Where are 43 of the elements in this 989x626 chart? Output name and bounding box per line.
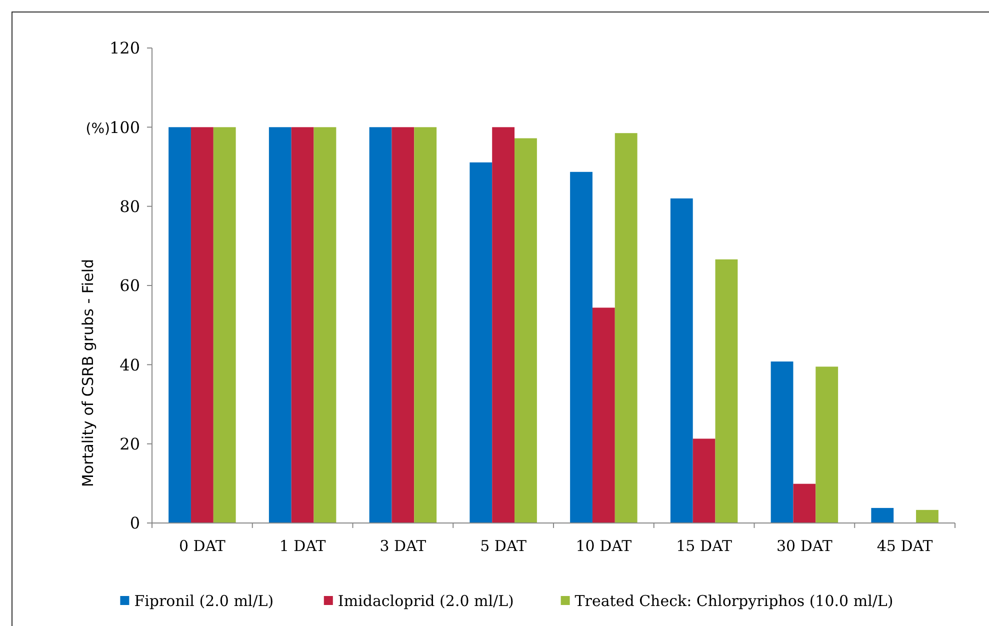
bar (314, 127, 336, 523)
y-axis-title: Mortality of CSRB grubs - Field (79, 258, 97, 488)
text: (%) (86, 121, 110, 138)
bar (470, 162, 492, 523)
bar (715, 259, 738, 523)
y-tick-label: 80 (120, 196, 140, 216)
bar (492, 127, 515, 523)
x-tick-label: 10 DAT (576, 537, 632, 555)
bar (291, 127, 314, 523)
y-tick-label: 60 (120, 276, 140, 296)
x-tick-label: 3 DAT (380, 537, 426, 555)
bar (268, 127, 292, 523)
x-tick-label: 5 DAT (480, 537, 526, 555)
legend-label: Imidacloprid (2.0 ml/L) (338, 592, 514, 610)
bar (816, 366, 838, 523)
y-tick-label: 100 (109, 118, 140, 137)
y-tick-label: 20 (120, 434, 140, 454)
bar (392, 127, 414, 523)
bar (369, 127, 392, 523)
legend-label: Treated Check: Chlorpyriphos (10.0 ml/L) (574, 592, 894, 610)
bar (692, 438, 716, 523)
bar (670, 198, 693, 523)
bar (793, 484, 816, 523)
bar (514, 138, 537, 523)
y-tick-label: 120 (109, 38, 140, 58)
bar (570, 172, 592, 523)
bar (168, 127, 191, 523)
legend-label: Fipronil (2.0 ml/L) (134, 592, 274, 610)
x-tick-label: 1 DAT (279, 537, 326, 555)
bar (770, 362, 794, 523)
x-tick-label: 30 DAT (776, 537, 832, 555)
bar (592, 308, 615, 523)
bar (414, 127, 437, 523)
x-tick-label: 45 DAT (876, 537, 933, 555)
bar (190, 127, 214, 523)
y-tick-label: 40 (120, 355, 140, 374)
x-tick-label: 0 DAT (179, 537, 226, 555)
y-tick-label: 0 (130, 514, 140, 533)
bar (916, 510, 938, 523)
bar (213, 127, 236, 523)
bar (614, 133, 638, 523)
bar (871, 508, 894, 523)
x-tick-label: 15 DAT (676, 537, 732, 555)
